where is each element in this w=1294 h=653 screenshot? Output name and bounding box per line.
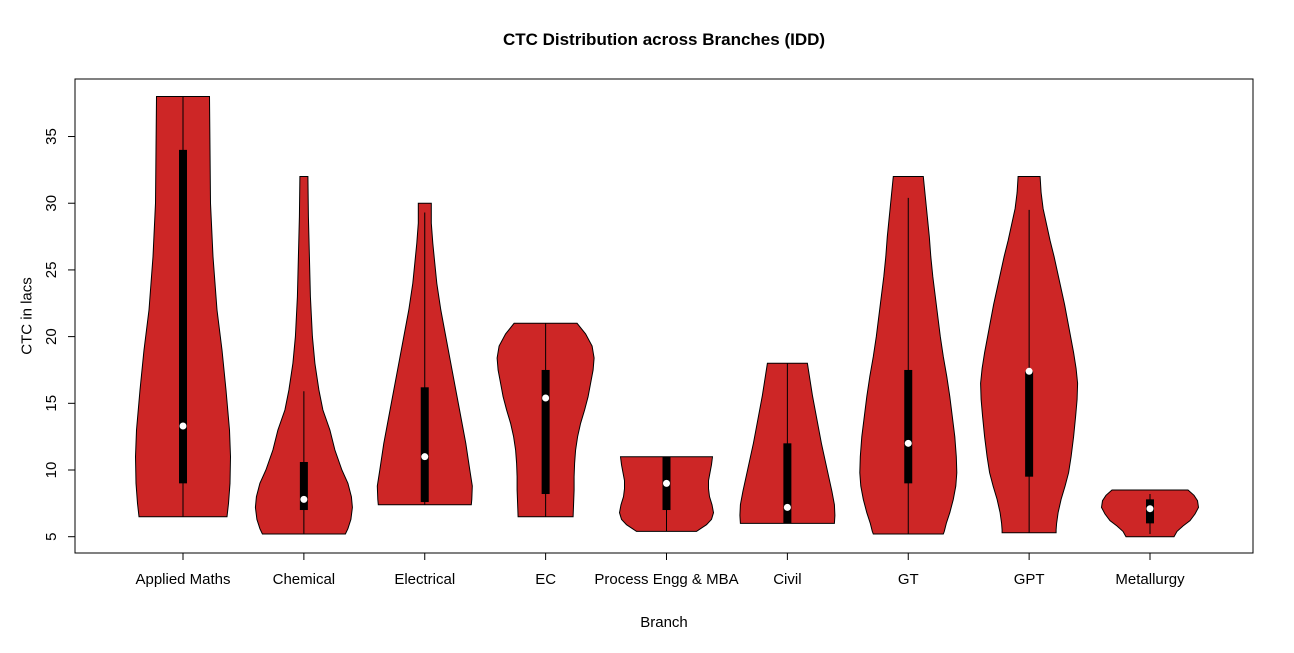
iqr-box [541, 369, 550, 495]
x-tick-label: Applied Maths [135, 571, 230, 588]
plot-border [74, 78, 1254, 554]
median-dot [663, 479, 670, 487]
y-tick-label: 35 [43, 128, 60, 145]
median-dot [1146, 505, 1154, 513]
x-tick-label: Metallurgy [1115, 571, 1185, 588]
y-tick-label: 10 [43, 462, 60, 479]
iqr-box [783, 443, 792, 524]
violin-shape [254, 176, 353, 535]
iqr-box [1025, 371, 1034, 477]
y-tick-label: 30 [43, 195, 60, 212]
median-dot [179, 422, 187, 430]
median-dot [783, 503, 791, 511]
x-tick-label: GT [898, 571, 919, 588]
chart-title: CTC Distribution across Branches (IDD) [502, 30, 826, 49]
median-dot [1025, 367, 1033, 375]
x-tick-label: EC [535, 571, 556, 588]
median-dot [421, 453, 429, 461]
iqr-box [420, 387, 429, 503]
x-tick-label: Chemical [273, 571, 336, 588]
x-tick-label: Civil [773, 571, 801, 588]
y-tick-label: 25 [43, 262, 60, 279]
y-tick-label: 5 [43, 533, 60, 541]
median-dot [904, 439, 912, 447]
iqr-box [904, 369, 913, 484]
iqr-box [179, 149, 187, 484]
y-axis-title: CTC in lacs [18, 277, 36, 355]
y-tick-label: 15 [43, 395, 60, 412]
x-tick-label: Process Engg & MBA [594, 571, 738, 588]
y-tick-label: 20 [43, 328, 60, 345]
x-tick-label: GPT [1014, 571, 1045, 588]
x-tick-label: Electrical [394, 571, 455, 588]
median-dot [300, 495, 308, 503]
iqr-box [299, 462, 308, 511]
median-dot [542, 394, 550, 402]
x-axis-title: Branch [640, 614, 688, 631]
